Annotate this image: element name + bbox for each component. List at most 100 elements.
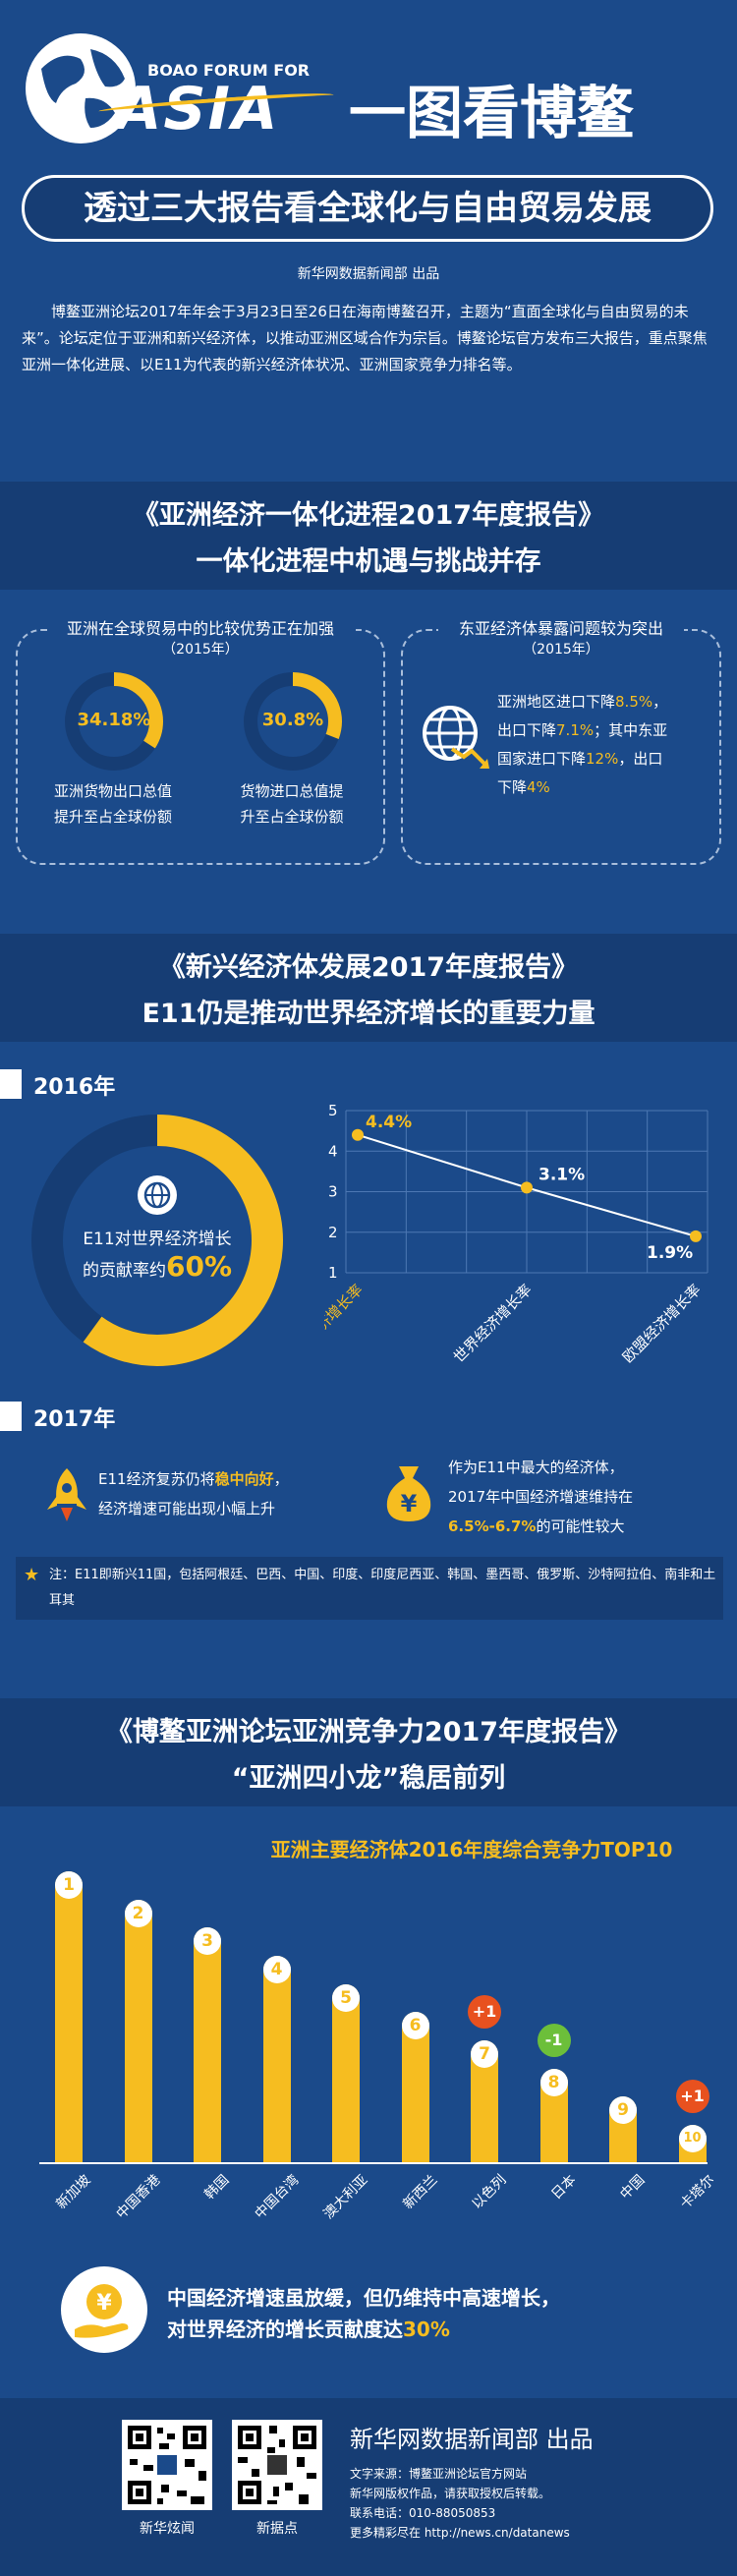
import-share-ring: 30.8% [242,670,344,773]
y-tick-label: 1 [328,1264,338,1282]
bar-rank-label: 1 [55,1871,83,1899]
x-category-label: E11经济增长率 [324,1281,367,1365]
east-asia-v1: 8.5% [615,693,653,711]
year-2017-marker [0,1402,22,1431]
bar-rank-label: 2 [124,1899,152,1927]
e11-ring-label2: 的贡献率约 [82,1261,166,1281]
east-asia-t4: ；其中东亚 [594,721,668,739]
export-share-caption2: 提升至占全球份额 [53,808,172,826]
bar-rank-label: 9 [609,2096,637,2125]
footer-copyright: 新华网版权作品，请获取授权后转载。 [350,2487,551,2500]
east-asia-year: （2015年） [523,642,599,658]
china-growth-t3: 的可能性较大 [536,1517,625,1535]
data-label: 4.4% [366,1113,412,1132]
e11-ring-label2-row: 的贡献率约60% [29,1250,285,1283]
east-asia-v3: 12% [586,750,619,768]
subtitle-box: 透过三大报告看全球化与自由贸易发展 [22,175,713,242]
globe-network-icon [136,1174,179,1217]
footer-phone: 联系电话：010-88050853 [350,2506,496,2520]
e11-ring-value: 60% [165,1250,233,1283]
china-growth-v: 6.5%-6.7% [448,1517,537,1535]
e11-note: 注：E11即新兴11国，包括阿根廷、巴西、中国、印度、印度尼西亚、韩国、墨西哥、… [49,1568,716,1608]
east-asia-v4: 4% [527,778,550,796]
east-asia-t1: 亚洲地区进口下降 [497,693,616,711]
growth-line-chart: 1 2 3 4 5 4.4% E11经济增长率 3.1% 世界经济增长率 1.9% 欧盟经济增长率 [324,1102,709,1366]
year-2016-marker [0,1069,22,1099]
export-share-value: 34.18% [77,710,151,730]
section2-title: 《新兴经济体发展2017年度报告》 [158,952,579,983]
east-asia-text: 亚洲地区进口下降8.5%， 出口下降7.1%；其中东亚 国家进口下降12%，出口… [497,688,715,802]
export-share-caption1: 亚洲货物出口总值 [53,782,172,800]
section3-banner: 《博鳌亚洲论坛亚洲竞争力2017年度报告》 “亚洲四小龙”稳居前列 [0,1698,737,1806]
footer-more-link[interactable]: 更多精彩尽在 http://news.cn/datanews [350,2526,570,2540]
data-label: 1.9% [647,1243,693,1263]
china-growth-t2: 2017年中国经济增速维持在 [448,1488,634,1506]
import-share-value: 30.8% [261,710,324,730]
footer-producer: 新华网数据新闻部 出品 [350,2426,594,2453]
east-asia-v2: 7.1% [556,721,595,739]
producer-line: 新华网数据新闻部 出品 [297,266,440,282]
bar-rank-label: 10 [678,2125,707,2152]
bar-3 [194,1927,221,2162]
y-tick-label: 3 [328,1183,338,1201]
star-icon: ★ [24,1565,40,1585]
data-label: 3.1% [539,1165,585,1184]
import-share-caption2: 升至占全球份额 [240,808,344,826]
rank-change-badge: +1 [675,2080,709,2113]
e11-outlook-t2: ， [273,1470,289,1488]
conclusion-value: 30% [403,2318,450,2341]
section1-title: 《亚洲经济一体化进程2017年度报告》 [132,500,605,531]
east-asia-heading: 东亚经济体暴露问题较为突出 [438,615,684,639]
qr-code-xinhua-xuanwen[interactable] [122,2420,212,2510]
e11-outlook-text: E11经济复苏仍将稳中向好， 经济增速可能出现小幅上升 [98,1464,383,1523]
svg-text:¥: ¥ [401,1490,418,1517]
y-tick-label: 2 [328,1224,338,1241]
china-growth-text: 作为E11中最大的经济体， 2017年中国经济增速维持在 6.5%-6.7%的可… [448,1453,723,1541]
intro-paragraph: 博鳌亚洲论坛2017年年会于3月23日至26日在海南博鳌召开，主题为“直面全球化… [22,303,708,373]
export-share-ring-svg [65,672,163,771]
rank-change-badge: +1 [468,1995,501,2029]
section1-banner: 《亚洲经济一体化进程2017年度报告》 一体化进程中机遇与挑战并存 [0,482,737,590]
bar-rank-label: 7 [471,2040,498,2068]
x-category-label: 欧盟经济增长率 [619,1281,705,1366]
section3-subtitle: “亚洲四小龙”稳居前列 [231,1763,506,1794]
qr-code-xinjudian[interactable] [232,2420,322,2510]
e11-contribution-ring: E11对世界经济增长 的贡献率约60% [29,1113,285,1368]
export-share-ring: 34.18% [63,670,165,773]
rocket-icon [43,1466,90,1523]
qr1-label: 新华炫闻 [140,2521,195,2537]
bar-rank-label: 6 [401,2012,429,2040]
e11-outlook-t1: E11经济复苏仍将 [98,1470,215,1488]
section2-banner: 《新兴经济体发展2017年度报告》 E11仍是推动世界经济增长的重要力量 [0,934,737,1042]
svg-text:¥: ¥ [96,2291,112,2316]
bar-rank-label: 4 [262,1956,291,1983]
yuan-hand-icon: ¥ [59,2264,149,2355]
page-subtitle: 透过三大报告看全球化与自由贸易发展 [84,189,652,228]
east-asia-t2: ， [652,693,668,711]
bar-rank-label: 5 [332,1983,360,2012]
import-share-ring-svg [244,672,342,771]
east-asia-t3: 出口下降 [497,721,557,739]
conclusion-line2-row: 对世界经济的增长贡献度达30% [167,2314,450,2342]
data-point [352,1128,364,1141]
competitiveness-chart-title: 亚洲主要经济体2016年度综合竞争力TOP10 [270,1838,673,1861]
e11-outlook-t3: 经济增速可能出现小幅上升 [98,1500,276,1517]
bar-1 [55,1871,83,2162]
money-bag-icon: ¥ [381,1462,436,1523]
y-tick-label: 4 [328,1142,338,1160]
trade-advantage-year: （2015年） [162,642,239,658]
trade-advantage-heading: 亚洲在全球贸易中的比较优势正在加强 [47,615,354,639]
competitiveness-bar-chart: 1 新加坡 2 中国香港 3 韩国 4 中国台湾 5 澳大利亚 6 新西兰 7 以色列 +1 8 日本 -1 9 中国… [0,1824,737,2237]
footer-source: 文字来源：博鳌亚洲论坛官方网站 [350,2467,528,2481]
conclusion-box: ¥ 中国经济增速虽放缓，但仍维持中高速增长， 对世界经济的增长贡献度达30% [59,2261,727,2359]
east-asia-t5: 国家进口下降 [497,750,587,768]
logo-asia-text: ASIA [116,75,280,143]
bar-baseline [39,2162,708,2164]
bar-rank-label: 3 [194,1927,221,1956]
x-category-label: 世界经济增长率 [450,1281,536,1366]
data-point [690,1230,702,1242]
e11-ring-svg [31,1115,283,1366]
section3-title: 《博鳌亚洲论坛亚洲竞争力2017年度报告》 [105,1717,632,1747]
qr2-label: 新据点 [256,2521,298,2537]
year-2016-label: 2016年 [33,1075,116,1100]
